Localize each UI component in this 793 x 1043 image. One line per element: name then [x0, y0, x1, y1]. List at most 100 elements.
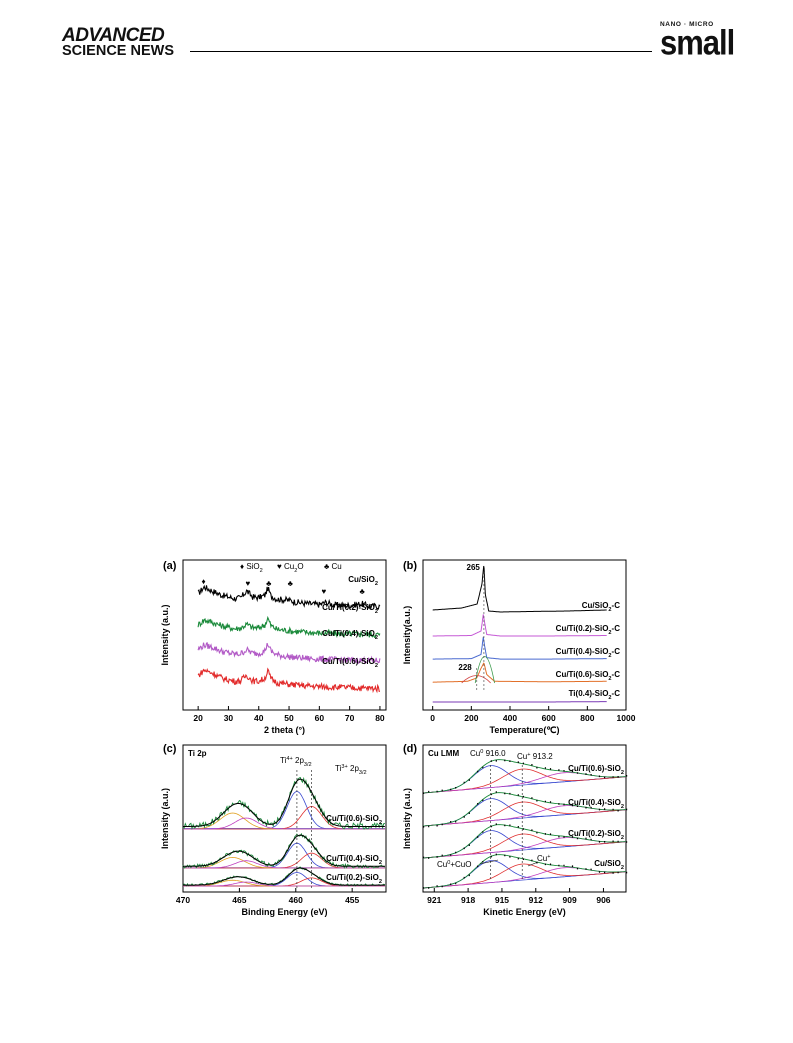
header-rule [190, 51, 652, 52]
panel-a-peak-marker: ♥ [245, 579, 250, 588]
panel-b-ylabel: Intensity(a.u.) [402, 606, 412, 665]
journal-brand: ADVANCED SCIENCE NEWS [62, 26, 174, 59]
panel-d-envelope [422, 792, 627, 827]
panel-a-series-line [197, 642, 381, 665]
panel-b-series-label: Cu/Ti(0.6)-SiO2-C [556, 670, 621, 682]
x-tick-label: 800 [580, 713, 594, 723]
x-tick-label: 912 [529, 895, 543, 905]
panel-c-envelope [183, 867, 385, 886]
panel-a-peak-marker: ♦ [202, 577, 206, 586]
panel-b-series-line [432, 662, 607, 683]
panel-d-envelope [422, 824, 627, 859]
panel-b-series-line [432, 636, 607, 660]
panel-d-annotation: Cu+ [537, 854, 551, 863]
x-tick-label: 80 [375, 713, 385, 723]
x-tick-label: 906 [596, 895, 610, 905]
panel-d-frame [422, 744, 627, 893]
panel-d-envelope [422, 854, 627, 889]
panel-b-series-label: Cu/SiO2-C [582, 601, 620, 613]
x-tick-label: 20 [193, 713, 203, 723]
panel-c-annotation: Ti3+ 2p3/2 [335, 764, 367, 776]
panel-c-series-label: Cu/Ti(0.4)-SiO2 [326, 854, 382, 866]
brand-line-science-news: SCIENCE NEWS [62, 43, 174, 59]
panel-c-annotation: Ti4+ 2p3/2 [280, 756, 312, 768]
panel-a-frame [182, 559, 387, 711]
panel-c-raw-data [182, 776, 385, 831]
x-tick-label: 600 [542, 713, 556, 723]
panel-c-ylabel: Intensity (a.u.) [160, 788, 170, 849]
panel-d-pointer [479, 859, 499, 865]
panel-c-envelope [183, 778, 385, 827]
panel-a-peak-marker: ♣ [266, 579, 272, 588]
journal-tag: NANO · MICRO [660, 21, 714, 28]
x-tick-label: 30 [224, 713, 234, 723]
panel-b-series-line [432, 614, 607, 637]
panel-b-annotation: 228 [458, 663, 472, 672]
panel-c-series-label: Cu/Ti(0.6)-SiO2 [326, 814, 382, 826]
journal-name: small [660, 22, 735, 63]
panel-c-title: Ti 2p [188, 749, 207, 758]
x-tick-label: 0 [430, 713, 435, 723]
x-tick-label: 40 [254, 713, 264, 723]
panel-a-series-line [197, 615, 381, 639]
panel-d-annotation: Cu0 916.0 [470, 749, 506, 758]
panel-c-fit-component [183, 860, 385, 869]
x-tick-label: 455 [345, 895, 359, 905]
panel-a-series-line [197, 667, 380, 694]
panel-b-xlabel: Temperature(℃) [490, 725, 560, 735]
panel-d-series-label: Cu/Ti(0.2)-SiO2 [568, 829, 624, 841]
panel-c-fit-component [183, 817, 385, 830]
x-tick-label: 915 [495, 895, 509, 905]
panel-a-peak-marker: ♥ [322, 587, 327, 596]
x-tick-label: 909 [563, 895, 577, 905]
panel-b-series-label: Cu/Ti(0.4)-SiO2-C [556, 647, 621, 659]
panel-c-frame [182, 744, 387, 893]
panel-d-raw-data [423, 759, 628, 794]
x-tick-label: 200 [464, 713, 478, 723]
panel-b-annotation: 265 [467, 563, 481, 572]
panel-a-series-line [197, 584, 381, 611]
panel-b-label: (b) [403, 560, 417, 572]
panel-d-raw-data [423, 823, 628, 859]
x-tick-label: 465 [232, 895, 246, 905]
panel-a-label: (a) [163, 560, 177, 572]
panel-d-xlabel: Kinetic Energy (eV) [483, 907, 566, 917]
panel-b-series-label: Ti(0.4)-SiO2-C [569, 689, 621, 701]
journal-logo: NANO · MICRO small [660, 21, 735, 60]
x-tick-label: 460 [289, 895, 303, 905]
panel-d-annotation: Cu+ 913.2 [517, 752, 553, 761]
panel-c-envelope [183, 834, 385, 867]
panel-b-series-line [432, 565, 607, 613]
panel-a-series-label: Cu/SiO2 [348, 575, 378, 587]
panel-d-envelope [422, 759, 627, 794]
panel-c-fit-component [183, 881, 385, 887]
x-tick-label: 70 [345, 713, 355, 723]
panel-c-xlabel: Binding Energy (eV) [241, 907, 327, 917]
panel-a-legend-entry: ♦ SiO2 [240, 562, 263, 574]
x-tick-label: 400 [503, 713, 517, 723]
panel-b-frame [422, 559, 627, 711]
x-tick-label: 921 [427, 895, 441, 905]
panel-d-label: (d) [403, 743, 417, 755]
panel-d-ylabel: Intensity (a.u.) [402, 788, 412, 849]
panel-d-pointer [527, 861, 539, 867]
x-tick-label: 60 [315, 713, 325, 723]
panel-a-legend-entry: ♥ Cu2O [277, 562, 304, 574]
panel-d-series-label: Cu/Ti(0.4)-SiO2 [568, 798, 624, 810]
panel-b-series-label: Cu/Ti(0.2)-SiO2-C [556, 624, 621, 636]
x-tick-label: 1000 [617, 713, 636, 723]
panel-a-peak-marker: ♣ [288, 579, 294, 588]
panel-a-series-label: Cu/Ti(0.4)-SiO2 [322, 629, 378, 641]
panel-a-xlabel: 2 theta (°) [264, 725, 305, 735]
panel-c-series-label: Cu/Ti(0.2)-SiO2 [326, 873, 382, 885]
panel-d-annotation: Cu0+CuO [437, 860, 471, 869]
panel-a-ylabel: Intensity (a.u.) [160, 604, 170, 665]
panel-b-fit-component [474, 656, 495, 684]
x-tick-label: 918 [461, 895, 475, 905]
panel-d-title: Cu LMM [428, 749, 459, 758]
panel-a-peak-marker: ♣ [359, 587, 365, 596]
panel-a-series-label: Cu/Ti(0.6)-SiO2 [322, 657, 378, 669]
panel-d-raw-data [423, 791, 628, 828]
panel-d-series-label: Cu/Ti(0.6)-SiO2 [568, 764, 624, 776]
